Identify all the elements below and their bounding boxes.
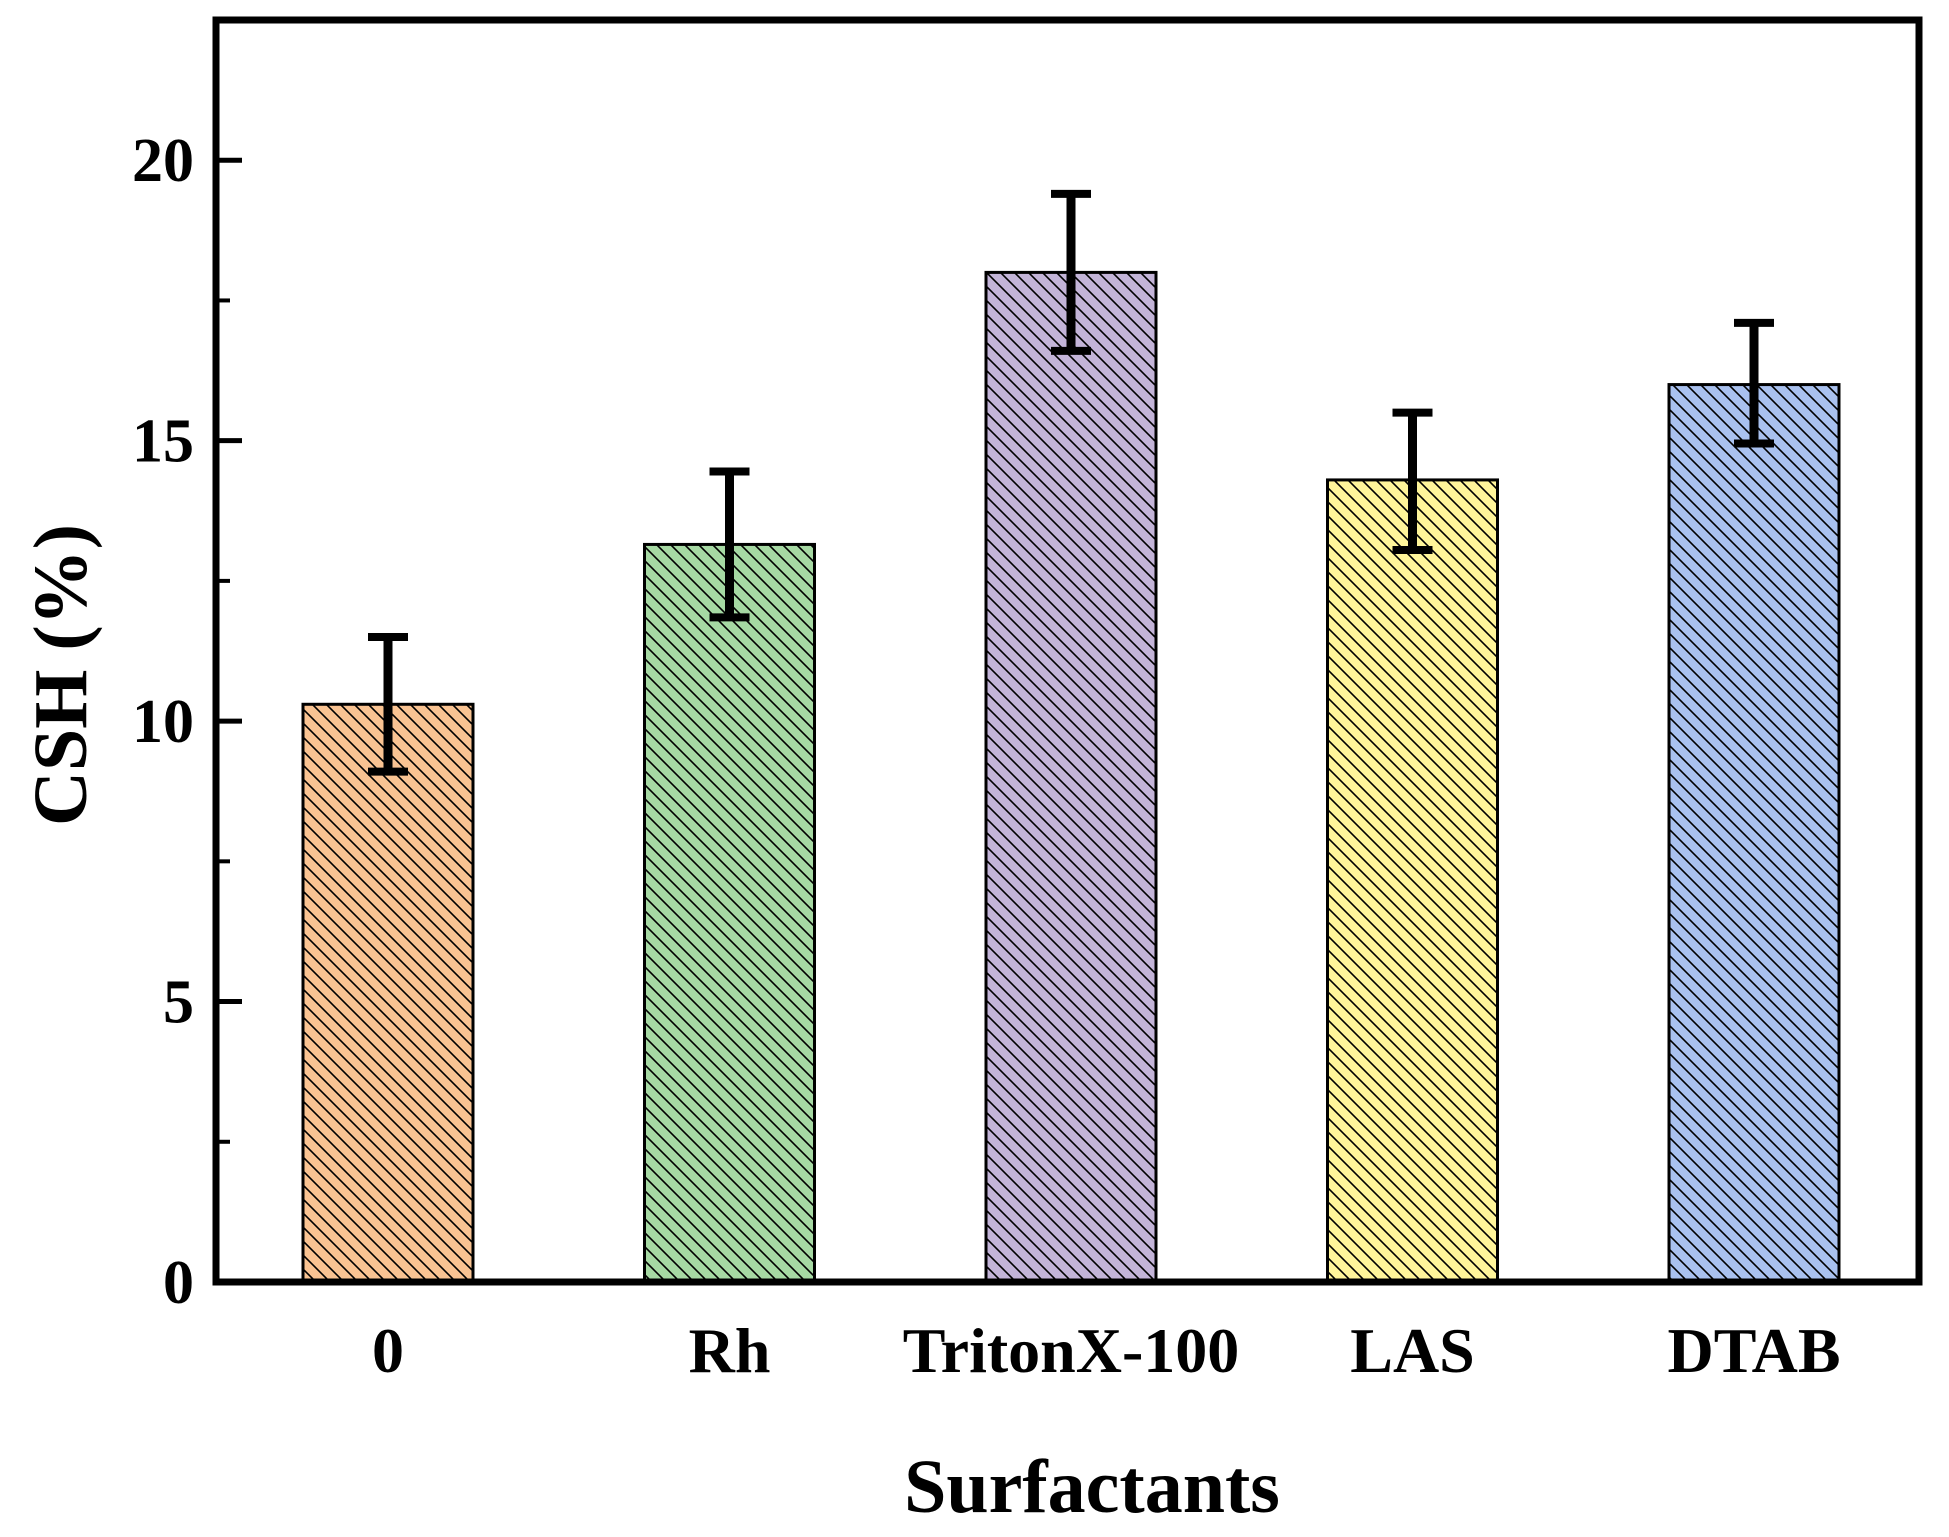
y-tick-label: 0 xyxy=(163,1249,194,1317)
error-bar xyxy=(368,632,408,776)
x-tick-label: LAS xyxy=(1350,1315,1475,1386)
error-bar xyxy=(1051,189,1091,355)
y-tick-label: 10 xyxy=(132,688,194,756)
x-tick-label: TritonX-100 xyxy=(903,1315,1240,1386)
axes-layer xyxy=(212,16,1923,1286)
x-axis-title: Surfactants xyxy=(904,1445,1280,1529)
y-tick-label: 5 xyxy=(163,969,194,1037)
bar-las xyxy=(1326,478,1499,1284)
bar-rh xyxy=(643,542,816,1284)
bar-hatch xyxy=(1326,478,1499,1284)
y-tick-label: 15 xyxy=(132,408,194,476)
error-bars-layer xyxy=(368,189,1774,776)
x-tick-label: DTAB xyxy=(1667,1315,1840,1386)
bar-dtab xyxy=(1667,383,1841,1284)
x-tick-label: Rh xyxy=(689,1315,771,1386)
bar-hatch xyxy=(301,702,475,1284)
y-tick-label: 20 xyxy=(132,127,194,195)
bar-hatch xyxy=(984,270,1158,1284)
bars-layer xyxy=(301,270,1841,1284)
bar-0 xyxy=(301,702,475,1284)
labels-layer: 0 5 10 15 20 0 Rh TritonX-100 LAS DTAB xyxy=(132,127,1841,1386)
y-axis-title: CSH (%) xyxy=(19,524,103,826)
error-bar xyxy=(1392,408,1433,555)
error-bar xyxy=(709,467,750,622)
plot-frame xyxy=(212,16,1923,1286)
error-bar xyxy=(1734,318,1774,448)
bar-hatch xyxy=(1667,383,1841,1284)
bar-tritonx-100 xyxy=(984,270,1158,1284)
x-tick-label: 0 xyxy=(372,1315,404,1386)
bar-hatch xyxy=(643,542,816,1284)
